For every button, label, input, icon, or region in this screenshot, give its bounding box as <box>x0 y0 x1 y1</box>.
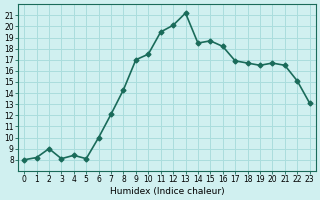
X-axis label: Humidex (Indice chaleur): Humidex (Indice chaleur) <box>109 187 224 196</box>
